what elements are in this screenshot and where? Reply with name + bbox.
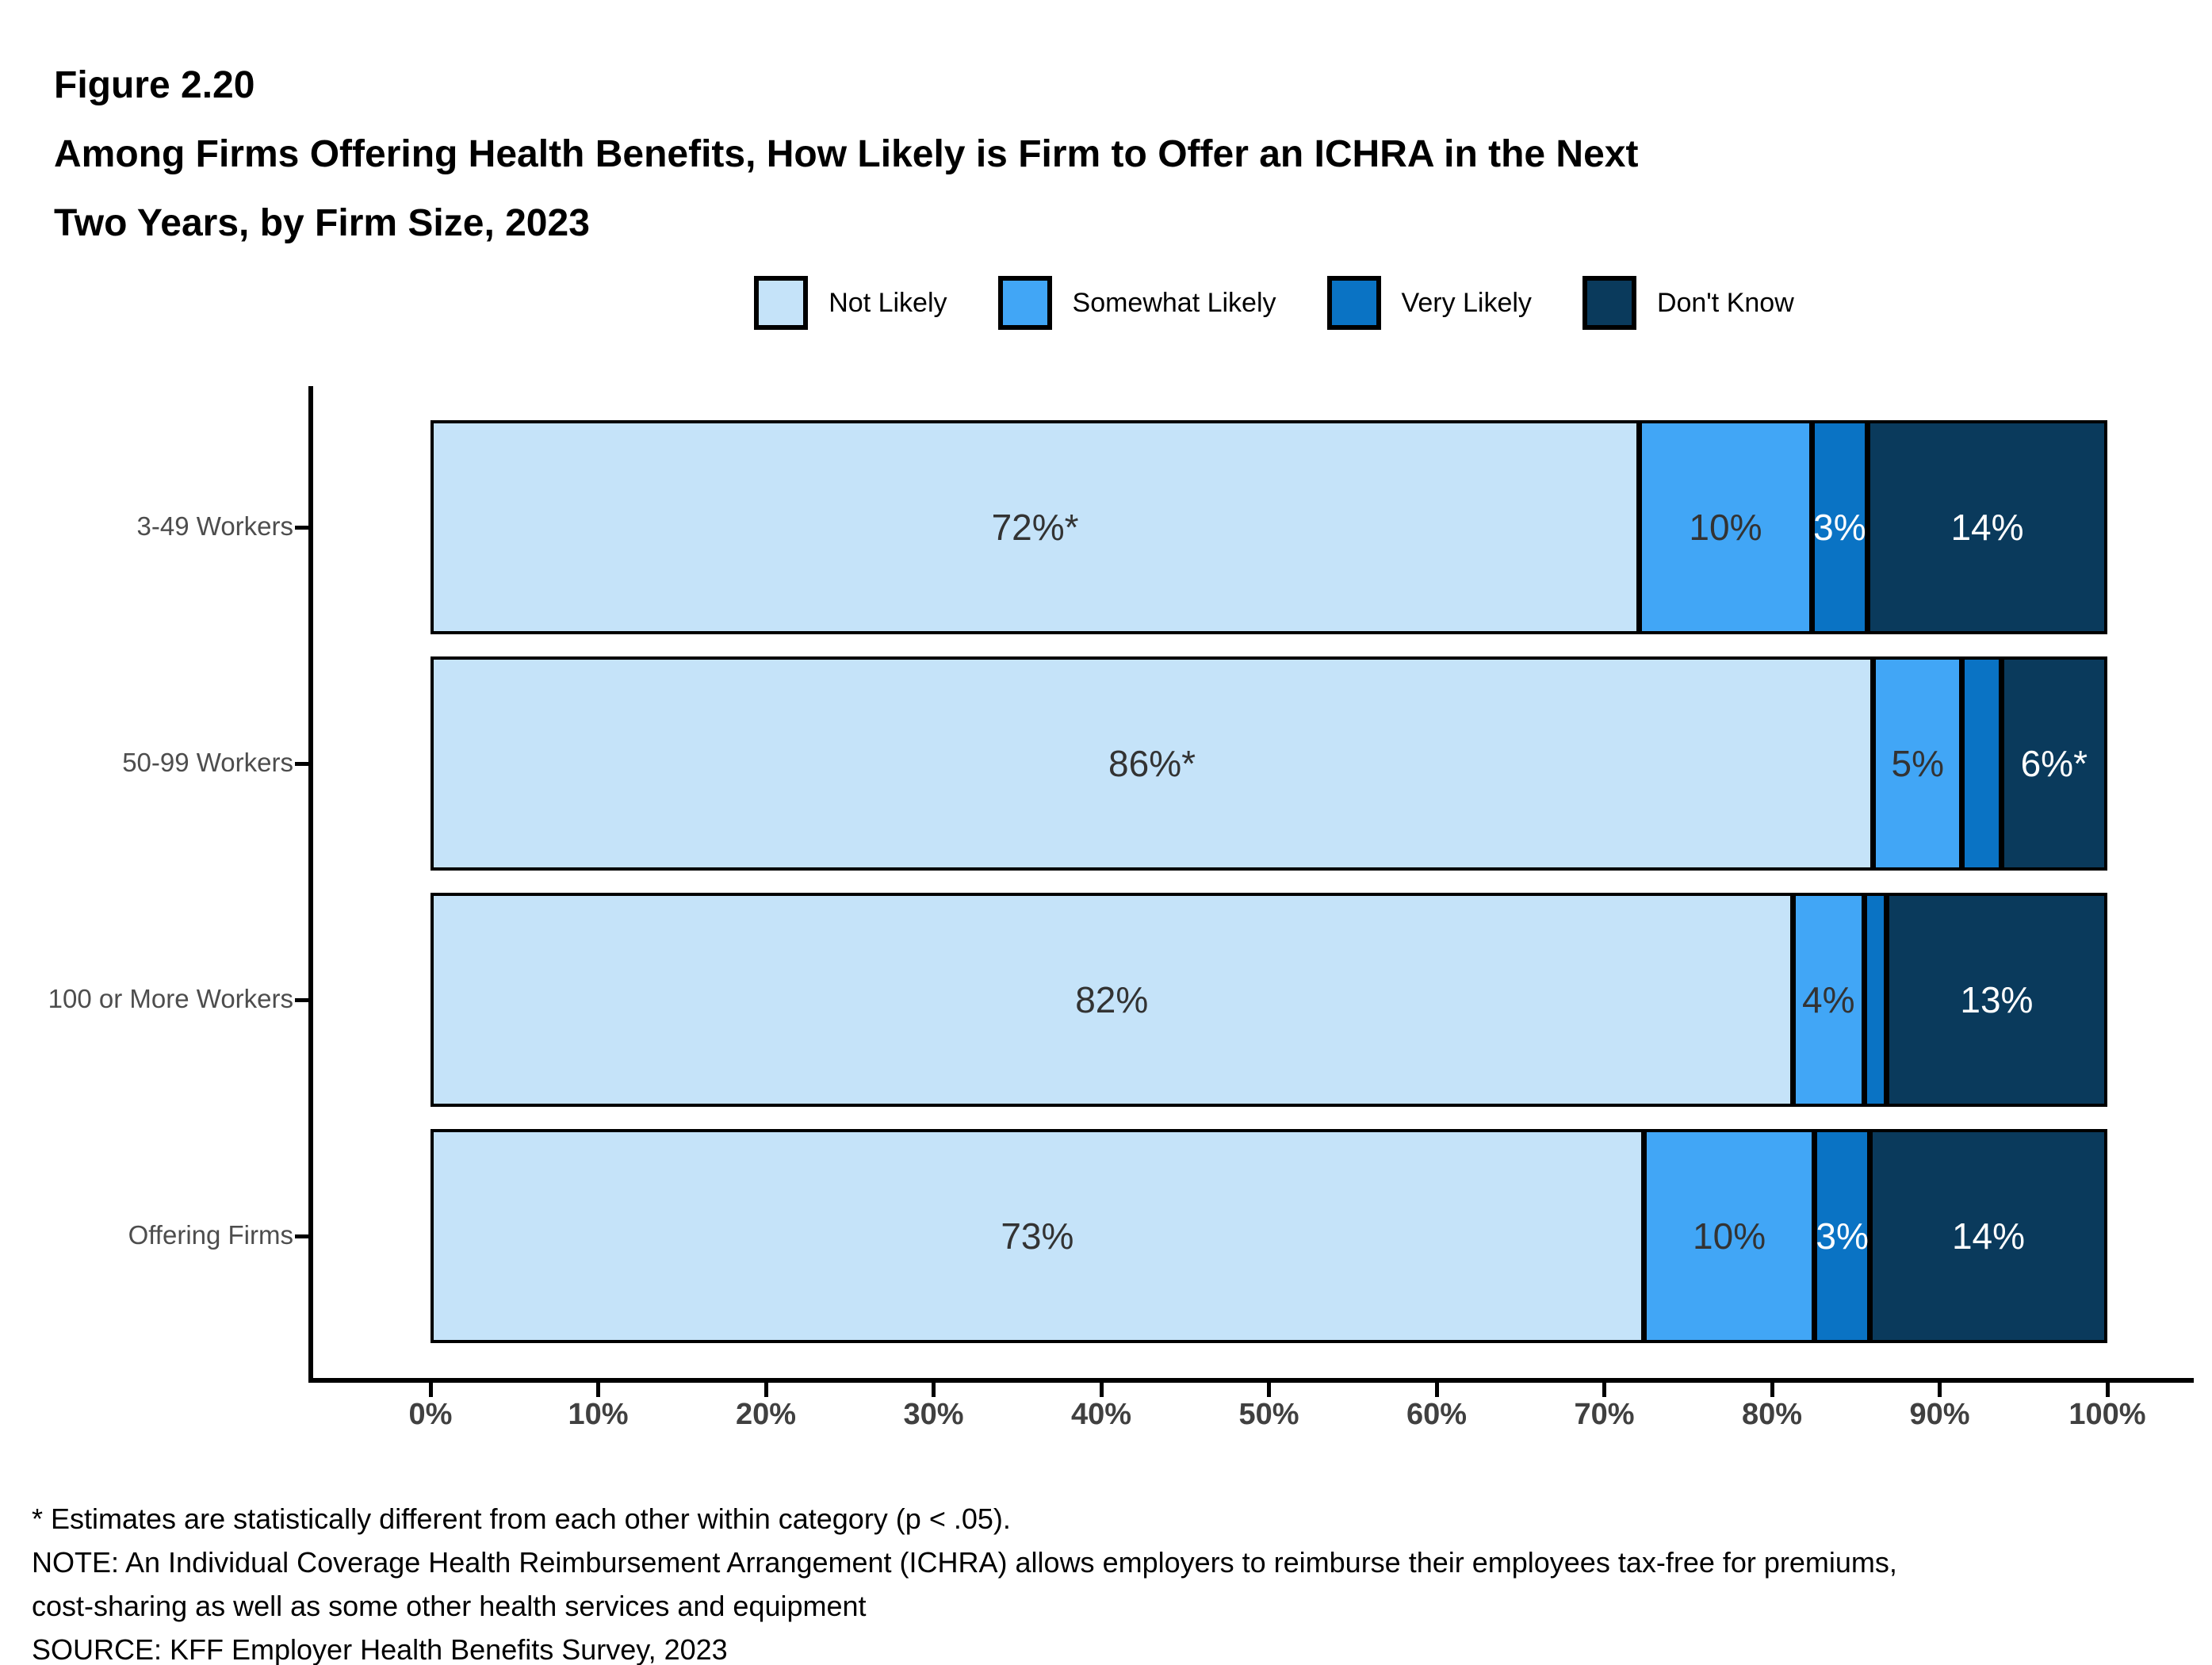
bar-segment-value-label: 4% — [1801, 979, 1855, 1020]
source-line: SOURCE: KFF Employer Health Benefits Sur… — [32, 1633, 728, 1665]
bar-row: 73% 10% 3% 14% — [431, 1129, 2107, 1343]
legend-item-very-likely: Very Likely — [1326, 276, 1532, 330]
category-label: Offering Firms — [128, 1220, 293, 1250]
bar-segment-value-label: 3% — [1813, 507, 1866, 548]
legend-swatch-icon — [1326, 276, 1381, 330]
bar-segment-somewhat-likely: 10% — [1640, 1132, 1812, 1340]
x-axis-tick-label: 90% — [1909, 1398, 1970, 1431]
x-axis-tick-label: 60% — [1406, 1398, 1468, 1431]
y-axis-tick — [295, 761, 311, 766]
bar-segment-value-label: 14% — [1951, 1215, 2026, 1257]
legend-item-not-likely: Not Likely — [754, 276, 947, 330]
bar-segment-value-label: 72%* — [991, 507, 1079, 548]
bar-segment-very-likely: 3% — [1812, 1132, 1869, 1340]
x-axis-tick-label: 80% — [1741, 1398, 1803, 1431]
x-axis-tick — [2105, 1383, 2110, 1397]
x-axis-tick — [1938, 1383, 1942, 1397]
bar-segment-value-label: 5% — [1891, 743, 1944, 784]
y-axis-line — [308, 386, 313, 1382]
bar-segment-value-label: 10% — [1689, 507, 1762, 548]
bar-row: 86%* 5% 6%* — [431, 656, 2107, 871]
x-axis-tick-label: 40% — [1070, 1398, 1132, 1431]
bar-segment-not-likely: 73% — [434, 1132, 1641, 1340]
bar-segment-not-likely: 82% — [434, 896, 1790, 1104]
x-axis-tick — [763, 1383, 768, 1397]
bar-segment-somewhat-likely: 10% — [1636, 423, 1809, 631]
bar-segment-value-label: 10% — [1693, 1215, 1766, 1257]
legend-swatch-icon — [1582, 276, 1636, 330]
bar-segment-value-label: 6%* — [2020, 743, 2088, 784]
x-axis-line — [308, 1378, 2194, 1383]
y-axis-tick — [295, 997, 311, 1002]
x-axis-tick — [1267, 1383, 1271, 1397]
bar-segment-value-label: 14% — [1950, 507, 2024, 548]
x-axis-tick-label: 30% — [903, 1398, 964, 1431]
bar-segment-not-likely: 72%* — [434, 423, 1637, 631]
bar-segment-don-t-know: 14% — [1865, 423, 2104, 631]
bar-row: 72%* 10% 3% 14% — [431, 420, 2107, 634]
x-axis-tick — [1602, 1383, 1606, 1397]
bar-segment-value-label: 73% — [1001, 1215, 1074, 1257]
legend-label: Very Likely — [1401, 287, 1532, 318]
title-block: Figure 2.20 Among Firms Offering Health … — [54, 51, 1638, 258]
bar-row: 82% 4% 13% — [431, 893, 2107, 1107]
bar-segment-very-likely — [1959, 660, 1999, 867]
bar-segment-value-label: 13% — [1960, 979, 2034, 1020]
category-label: 100 or More Workers — [48, 984, 293, 1013]
x-axis-tick-label: 70% — [1574, 1398, 1635, 1431]
bar-segment-somewhat-likely: 4% — [1789, 896, 1862, 1104]
bar-segment-don-t-know: 14% — [1866, 1132, 2104, 1340]
x-axis-tick-label: 10% — [568, 1398, 629, 1431]
bar-segment-very-likely — [1861, 896, 1884, 1104]
bar-segment-somewhat-likely: 5% — [1870, 660, 1960, 867]
y-axis-tick — [295, 1234, 311, 1238]
bar-segment-value-label: 3% — [1816, 1215, 1869, 1257]
x-axis-tick-label: 20% — [735, 1398, 797, 1431]
legend-swatch-icon — [997, 276, 1052, 330]
legend-label: Don't Know — [1656, 287, 1794, 318]
figure-label: Figure 2.20 — [54, 64, 255, 106]
x-axis-tick — [1099, 1383, 1104, 1397]
x-axis-tick — [596, 1383, 600, 1397]
legend-item-don-t-know: Don't Know — [1582, 276, 1794, 330]
x-axis-tick — [932, 1383, 936, 1397]
note-line: NOTE: An Individual Coverage Health Reim… — [32, 1546, 1897, 1579]
footnotes: * Estimates are statistically different … — [32, 1497, 1897, 1665]
category-label: 3-49 Workers — [136, 511, 293, 541]
bar-segment-very-likely: 3% — [1808, 423, 1866, 631]
legend-item-somewhat-likely: Somewhat Likely — [997, 276, 1276, 330]
bar-segment-value-label: 86%* — [1108, 743, 1196, 784]
x-axis-tick-label: 0% — [408, 1398, 453, 1431]
bar-segment-value-label: 82% — [1075, 979, 1149, 1020]
figure-title-line-2: Two Years, by Firm Size, 2023 — [54, 202, 590, 244]
x-axis-tick-label: 50% — [1238, 1398, 1299, 1431]
bar-segment-don-t-know: 6%* — [1998, 660, 2104, 867]
bar-segment-don-t-know: 13% — [1883, 896, 2104, 1104]
x-axis-tick — [1434, 1383, 1439, 1397]
y-axis-tick — [295, 525, 311, 530]
x-axis-tick — [1770, 1383, 1774, 1397]
legend: Not Likely Somewhat Likely Very Likely Don'… — [398, 273, 2150, 333]
legend-label: Somewhat Likely — [1072, 287, 1276, 318]
note-line: cost-sharing as well as some other healt… — [32, 1590, 867, 1622]
figure-title-line-1: Among Firms Offering Health Benefits, Ho… — [54, 133, 1639, 175]
significance-footnote: * Estimates are statistically different … — [32, 1502, 1011, 1535]
category-label: 50-99 Workers — [122, 748, 293, 777]
x-axis-tick — [428, 1383, 433, 1397]
legend-swatch-icon — [754, 276, 809, 330]
legend-label: Not Likely — [829, 287, 947, 318]
bar-segment-not-likely: 86%* — [434, 660, 1871, 867]
x-axis-tick-label: 100% — [2068, 1398, 2146, 1431]
